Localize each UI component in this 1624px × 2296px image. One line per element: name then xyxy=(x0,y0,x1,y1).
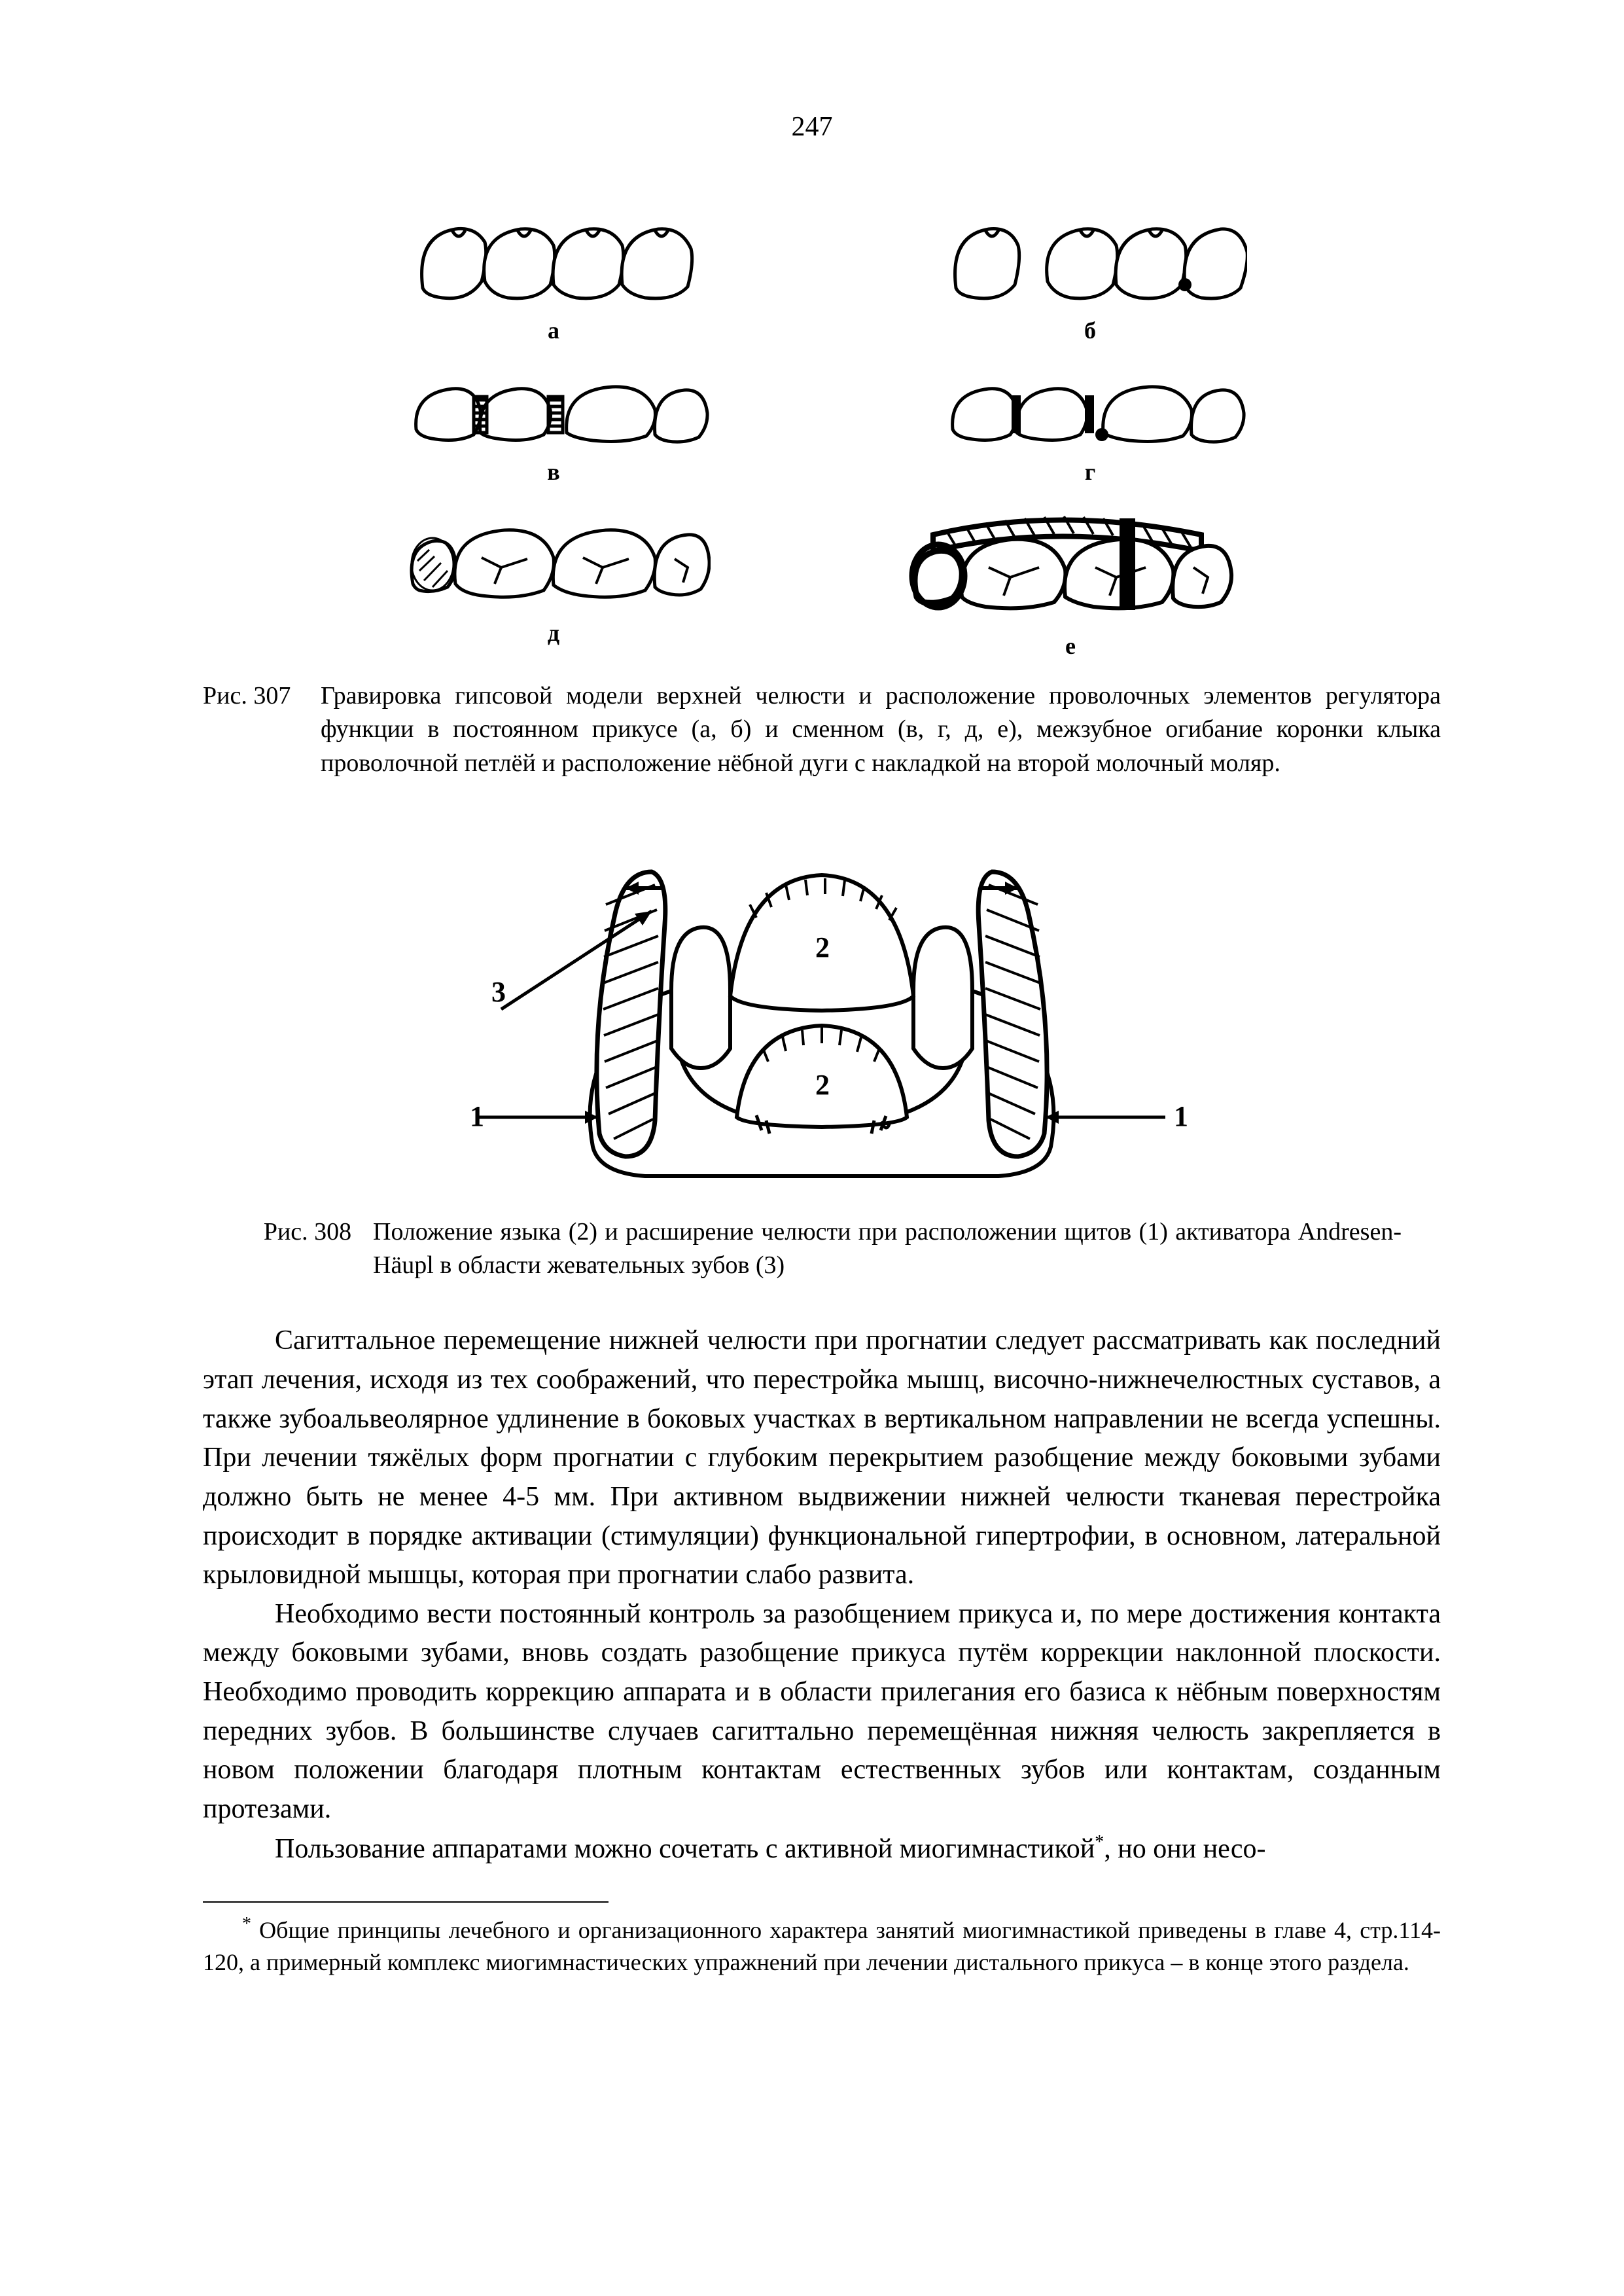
figure-307-number: Рис. 307 xyxy=(203,679,321,780)
figure-307-label-b: б xyxy=(933,317,1247,344)
footnote: * Общие принципы лечебного и организацио… xyxy=(203,1912,1441,1978)
figure-307-cell-v: в xyxy=(397,357,711,486)
figure-307-cell-e: е xyxy=(894,499,1247,660)
figure-307-caption: Рис. 307 Гравировка гипсовой модели верх… xyxy=(203,679,1441,780)
body-text: Сагиттальное перемещение нижней челюсти … xyxy=(203,1321,1441,1869)
figure-307-row-3: д xyxy=(397,499,1247,660)
figure-307-caption-text: Гравировка гипсовой модели верхней челюс… xyxy=(321,679,1441,780)
figure-307-grid: а xyxy=(397,196,1247,660)
figure-308-caption-text: Положение языка (2) и расширение челюсти… xyxy=(373,1215,1402,1283)
figure-308-caption: Рис. 308 Положение языка (2) и расширени… xyxy=(203,1215,1441,1283)
footnote-marker: * xyxy=(242,1914,251,1934)
teeth-diagram-v-icon xyxy=(397,357,711,456)
teeth-diagram-g-icon xyxy=(933,357,1247,456)
page: 247 xyxy=(0,0,1624,2296)
fig308-label-1-right: 1 xyxy=(1174,1100,1188,1132)
paragraph-3-suffix: , но они несо- xyxy=(1104,1834,1265,1864)
teeth-diagram-e-icon xyxy=(894,499,1247,630)
figure-307-label-e: е xyxy=(894,632,1247,660)
figure-307-cell-d: д xyxy=(397,499,711,660)
figure-307-row-2: в xyxy=(397,357,1247,486)
footnote-rule xyxy=(203,1901,609,1903)
page-number: 247 xyxy=(0,111,1624,143)
figure-307-cell-b: б xyxy=(933,196,1247,344)
figure-307-row-1: а xyxy=(397,196,1247,344)
footnote-text: Общие принципы лечебного и организационн… xyxy=(203,1917,1441,1975)
paragraph-3: Пользование аппаратами можно сочетать с … xyxy=(203,1829,1441,1869)
teeth-diagram-b-icon xyxy=(933,196,1247,314)
fig308-label-3: 3 xyxy=(491,976,506,1008)
figure-307-cell-a: а xyxy=(397,196,711,344)
footnote-marker-inline: * xyxy=(1095,1832,1104,1852)
teeth-diagram-a-icon xyxy=(397,196,711,314)
figure-307-cell-g: г xyxy=(933,357,1247,486)
figure-308: 1 1 3 2 2 Рис. 308 Положение языка (2) и… xyxy=(203,826,1441,1283)
fig308-label-1-left: 1 xyxy=(470,1100,484,1132)
figure-307-label-d: д xyxy=(397,619,711,647)
fig308-label-2-lower: 2 xyxy=(815,1069,830,1101)
fig308-label-2-upper: 2 xyxy=(815,931,830,963)
paragraph-1: Сагиттальное перемещение нижней челюсти … xyxy=(203,1321,1441,1594)
paragraph-2: Необходимо вести постоянный контроль за … xyxy=(203,1595,1441,1829)
teeth-diagram-d-icon xyxy=(397,499,711,617)
figure-308-number: Рис. 308 xyxy=(242,1215,373,1283)
figure-307-label-v: в xyxy=(397,458,711,486)
paragraph-3-prefix: Пользование аппаратами можно сочетать с … xyxy=(275,1834,1095,1864)
figure-307-label-a: а xyxy=(397,317,711,344)
figure-307-label-g: г xyxy=(933,458,1247,486)
figure-307: а xyxy=(203,196,1441,780)
jaw-cross-section-icon: 1 1 3 2 2 xyxy=(429,826,1214,1193)
